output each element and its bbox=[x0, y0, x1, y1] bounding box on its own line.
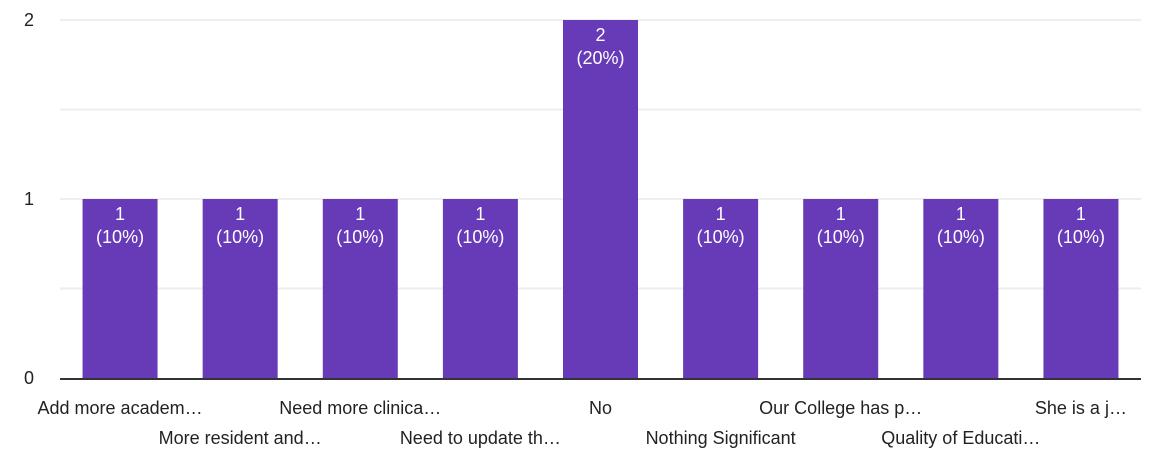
data-label: (10%) bbox=[1057, 227, 1105, 247]
data-label: (10%) bbox=[96, 227, 144, 247]
data-label: 2 bbox=[595, 25, 605, 45]
data-label: 1 bbox=[235, 204, 245, 224]
data-label: (10%) bbox=[336, 227, 384, 247]
data-label: (20%) bbox=[576, 48, 624, 68]
x-category-label: No bbox=[589, 398, 612, 418]
data-labels: 1 (10%) 1 (10%) 1 (10%) 1 (10%) 2 (20%) 1 (10%) 1 (10… bbox=[96, 25, 1105, 247]
x-category-label: More resident and… bbox=[159, 428, 322, 448]
data-label: (10%) bbox=[937, 227, 985, 247]
bar bbox=[683, 199, 759, 378]
bar bbox=[563, 20, 638, 378]
x-category-label: Nothing Significant bbox=[646, 428, 796, 448]
y-tick-label: 2 bbox=[24, 10, 34, 30]
data-label: 1 bbox=[355, 204, 365, 224]
data-label: 1 bbox=[1076, 204, 1086, 224]
data-label: 1 bbox=[115, 204, 125, 224]
bar bbox=[803, 199, 879, 378]
x-category-label: Add more academ… bbox=[38, 398, 203, 418]
y-tick-label: 1 bbox=[24, 189, 34, 209]
bars bbox=[82, 20, 1119, 378]
x-category-label: Need more clinica… bbox=[279, 398, 441, 418]
data-label: (10%) bbox=[817, 227, 865, 247]
x-axis-categories: Add more academ… More resident and… Need m… bbox=[38, 398, 1127, 448]
x-category-label: Our College has p… bbox=[759, 398, 922, 418]
data-label: 1 bbox=[475, 204, 485, 224]
x-category-label: Quality of Educati… bbox=[881, 428, 1040, 448]
bar bbox=[923, 199, 999, 378]
bar bbox=[82, 199, 158, 378]
data-label: 1 bbox=[956, 204, 966, 224]
x-category-label: Need to update th… bbox=[400, 428, 561, 448]
data-label: (10%) bbox=[697, 227, 745, 247]
bar bbox=[442, 199, 518, 378]
data-label: (10%) bbox=[216, 227, 264, 247]
x-category-label: She is a j… bbox=[1035, 398, 1127, 418]
bar bbox=[1043, 199, 1119, 378]
data-label: 1 bbox=[836, 204, 846, 224]
bar bbox=[322, 199, 398, 378]
bar bbox=[202, 199, 278, 378]
data-label: (10%) bbox=[456, 227, 504, 247]
data-label: 1 bbox=[716, 204, 726, 224]
y-tick-label: 0 bbox=[24, 368, 34, 388]
y-axis-ticks: 0 1 2 bbox=[24, 10, 34, 388]
